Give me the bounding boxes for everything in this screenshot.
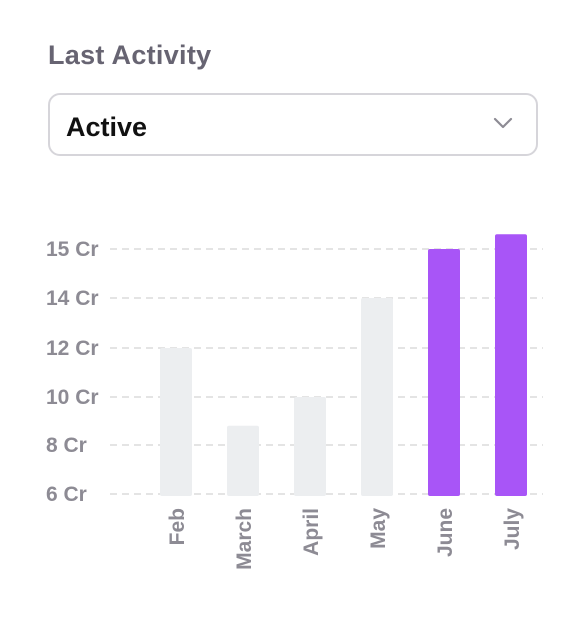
bar-june[interactable] bbox=[428, 249, 460, 496]
x-axis-labels: Feb March April May June July bbox=[166, 508, 524, 570]
chevron-down-icon bbox=[493, 117, 513, 129]
x-tick-label: July bbox=[501, 508, 524, 550]
y-tick-label: 6 Cr bbox=[46, 483, 87, 506]
bar-march[interactable] bbox=[227, 425, 259, 496]
x-tick-label: March bbox=[233, 508, 256, 570]
y-tick-label: 10 Cr bbox=[46, 386, 99, 409]
x-tick-label: Feb bbox=[166, 508, 189, 545]
bar-feb[interactable] bbox=[160, 348, 192, 496]
bar-july[interactable] bbox=[495, 234, 527, 497]
last-activity-label: Last Activity bbox=[48, 40, 212, 70]
y-tick-label: 15 Cr bbox=[46, 238, 99, 261]
x-tick-label: June bbox=[434, 508, 457, 557]
y-axis-ticks: 6 Cr 8 Cr 10 Cr 12 Cr 14 Cr 15 Cr bbox=[46, 238, 99, 506]
activity-select[interactable]: Active bbox=[48, 93, 538, 156]
chart-bars bbox=[160, 234, 527, 497]
bar-may[interactable] bbox=[361, 298, 393, 496]
y-tick-label: 8 Cr bbox=[46, 434, 87, 457]
x-tick-label: April bbox=[300, 508, 323, 556]
activity-select-value: Active bbox=[66, 112, 148, 142]
x-tick-label: May bbox=[367, 508, 390, 549]
y-tick-label: 14 Cr bbox=[46, 287, 99, 310]
y-tick-label: 12 Cr bbox=[46, 337, 99, 360]
bar-april[interactable] bbox=[294, 397, 326, 496]
